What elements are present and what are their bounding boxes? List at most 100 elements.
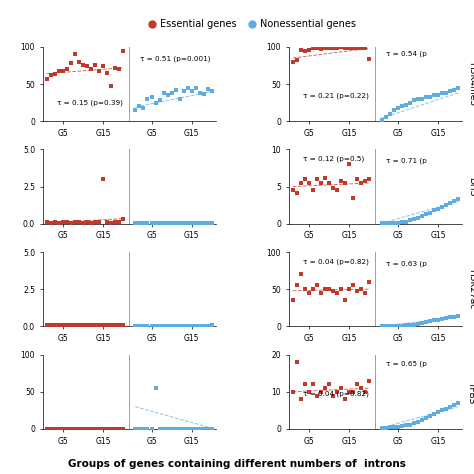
Point [208,219,216,227]
Point [406,421,413,428]
Point [192,425,200,432]
Point [398,102,405,110]
Point [188,425,196,432]
Text: Groups of genes containing different numbers of  introns: Groups of genes containing different num… [68,459,406,469]
Text: τ = 0.15 (p=0.39): τ = 0.15 (p=0.39) [56,100,122,106]
Point [132,106,139,114]
Point [410,419,418,427]
Point [152,322,159,329]
Point [95,67,103,74]
Point [418,416,426,423]
Point [293,358,301,366]
Point [111,425,119,432]
Point [337,285,345,293]
Point [398,322,405,329]
Point [362,177,369,184]
Point [426,93,434,100]
Point [406,321,413,328]
Point [434,91,442,99]
Point [346,388,353,396]
Point [168,219,175,227]
Point [305,46,313,54]
Point [337,384,345,392]
Point [83,321,91,328]
Point [180,219,188,227]
Point [119,216,127,223]
Point [365,56,373,64]
Point [309,381,317,388]
Point [394,219,401,227]
Point [357,179,365,187]
Point [132,425,139,432]
Point [160,89,167,97]
Point [333,289,341,297]
Point [144,425,151,432]
Point [289,58,297,65]
Point [354,381,361,388]
Point [293,189,301,196]
Point [410,216,418,223]
Point [442,89,450,97]
Point [63,65,71,73]
Point [317,179,325,187]
Point [297,179,305,187]
Point [341,179,349,187]
Point [349,388,357,396]
Point [357,384,365,392]
Point [71,321,79,328]
Point [346,161,353,168]
Point [317,46,325,53]
Point [354,44,361,51]
Point [442,405,450,412]
Point [365,175,373,183]
Point [208,425,216,432]
Point [144,322,151,329]
Text: τ = 0.04 (p=0.82): τ = 0.04 (p=0.82) [303,258,369,264]
Point [390,106,397,114]
Point [426,209,434,217]
Point [313,392,321,399]
Point [289,388,297,396]
Point [87,65,95,73]
Point [365,278,373,285]
Point [450,401,458,409]
Point [402,421,410,429]
Point [305,388,313,396]
Point [446,314,454,321]
Point [446,199,454,207]
Point [108,321,115,328]
Point [152,99,159,106]
Point [103,321,111,328]
Point [426,412,434,420]
Point [446,403,454,410]
Point [434,409,442,416]
Point [430,91,438,99]
Point [204,425,212,432]
Point [418,212,426,220]
Point [446,88,454,95]
Text: τ = 0.04 (p=0.82): τ = 0.04 (p=0.82) [303,391,369,397]
Point [148,219,155,227]
Point [196,322,204,329]
Point [119,425,127,432]
Point [116,65,123,73]
Point [402,218,410,225]
Point [111,321,119,328]
Point [59,219,67,226]
Point [313,45,321,52]
Point [63,321,71,328]
Point [434,316,442,323]
Point [301,381,309,388]
Point [346,45,353,52]
Point [208,88,216,95]
Point [362,44,369,51]
Point [337,43,345,51]
Point [148,425,155,432]
Point [414,418,421,425]
Text: τ = 0.51 (p=0.001): τ = 0.51 (p=0.001) [140,55,210,62]
Point [164,91,172,99]
Point [402,321,410,329]
Point [111,64,119,72]
Point [386,219,393,227]
Point [67,321,75,328]
